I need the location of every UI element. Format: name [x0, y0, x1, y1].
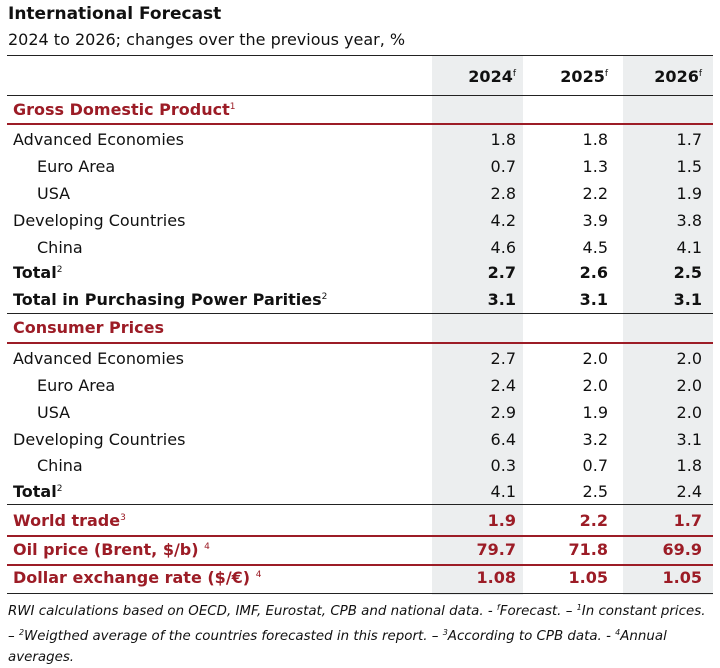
table-title: International Forecast [8, 4, 222, 24]
footnote: RWI calculations based on OECD, IMF, Eur… [8, 603, 706, 665]
top-rule [7, 55, 713, 56]
section-rule [7, 564, 713, 566]
column-shade-2026 [623, 55, 713, 595]
column-header-2024: 2024f [468, 67, 516, 86]
section-end-rule [7, 313, 713, 314]
forecast-table: 2024f 2025f 2026f Gross Domestic Product… [7, 55, 713, 595]
column-shade-2024 [432, 55, 523, 595]
header-rule [7, 95, 713, 96]
section-rule [7, 342, 713, 344]
section-end-rule [7, 504, 713, 505]
column-header-2026: 2026f [654, 67, 702, 86]
section-rule [7, 535, 713, 537]
table-subtitle: 2024 to 2026; changes over the previous … [8, 30, 406, 49]
bottom-rule [7, 593, 713, 594]
column-header-2025: 2025f [560, 67, 608, 86]
section-rule [7, 123, 713, 125]
